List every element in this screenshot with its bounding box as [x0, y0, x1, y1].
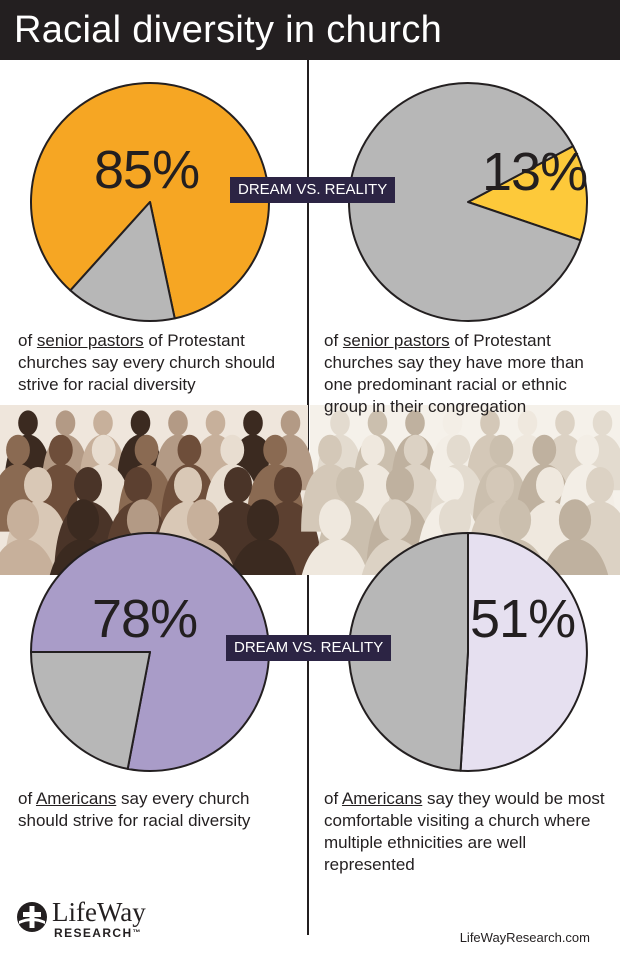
pie-slice-remainder: [30, 651, 151, 770]
pie-chart-americans-dream: [28, 530, 272, 774]
pct-label-americans-reality: 51%: [470, 589, 576, 649]
crowd-silhouette: [0, 499, 57, 575]
caption-americans-reality: of Americans say they would be most comf…: [324, 788, 614, 876]
caption-text: say every church should strive for racia…: [18, 789, 251, 830]
crowd-silhouette: [301, 499, 369, 575]
pie-chart-americans-reality: [346, 530, 590, 774]
caption-text: of Protestant churches say they have mor…: [324, 331, 584, 416]
caption-text: of: [18, 789, 36, 808]
pct-label-pastors-reality: 13%: [482, 142, 588, 202]
pct-label-americans-dream: 78%: [92, 589, 198, 649]
pie-slice-highlight: [467, 145, 588, 242]
website-url: LifeWayResearch.com: [459, 930, 590, 945]
pie-chart-pastors-dream: [28, 80, 272, 324]
caption-pastors-reality: of senior pastors of Protestant churches…: [324, 330, 614, 418]
caption-pastors-dream: of senior pastors of Protestant churches…: [18, 330, 303, 396]
caption-text: of Protestant churches say every church …: [18, 331, 276, 394]
caption-text: of: [18, 331, 37, 350]
caption-text: say they would be most comfortable visit…: [324, 789, 605, 874]
caption-emphasis: senior pastors: [36, 331, 144, 350]
caption-emphasis: senior pastors: [342, 331, 450, 350]
caption-text: of: [324, 789, 342, 808]
pie-chart-pastors-reality: [346, 80, 590, 324]
logo-name: LifeWay: [52, 897, 146, 927]
pct-label-pastors-dream: 85%: [94, 140, 200, 200]
logo-sub-text: RESEARCH: [54, 926, 133, 940]
caption-emphasis: Americans: [341, 789, 423, 808]
caption-text: of: [324, 331, 343, 350]
crowd-silhouette: [229, 499, 297, 575]
pie-slice-highlight: [459, 532, 588, 772]
dream-vs-reality-tag-top: DREAM VS. REALITY: [230, 177, 396, 203]
pie-slice-remainder: [69, 201, 176, 322]
lifeway-cross-icon: [17, 902, 47, 932]
dream-vs-reality-tag-bottom: DREAM VS. REALITY: [226, 635, 392, 661]
crowd-silhouette: [541, 499, 609, 575]
lifeway-research-logo: LifeWay RESEARCH™: [16, 898, 166, 943]
caption-americans-dream: of Americans say every church should str…: [18, 788, 298, 832]
logo-subtitle: RESEARCH™: [54, 926, 142, 940]
page-title: Racial diversity in church: [0, 0, 620, 60]
caption-emphasis: Americans: [35, 789, 117, 808]
trademark-mark: ™: [132, 928, 142, 937]
pie-slice-remainder: [348, 82, 582, 322]
pie-slice-highlight: [30, 82, 270, 320]
